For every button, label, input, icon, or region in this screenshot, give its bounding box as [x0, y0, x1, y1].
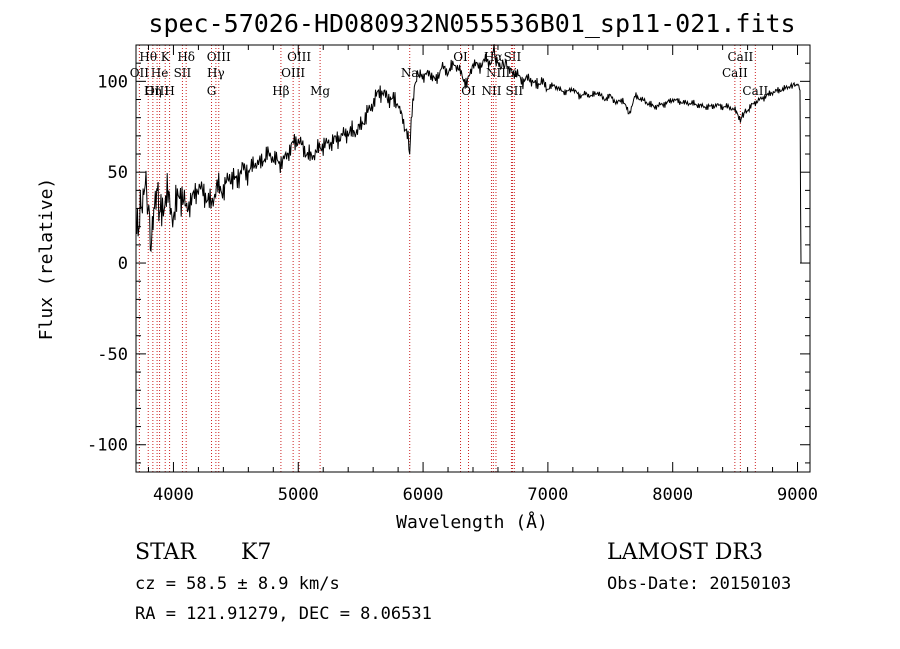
spectral-line-label: OIII [287, 50, 311, 64]
y-tick-label: -50 [97, 345, 128, 365]
spectral-line-label: OII [130, 66, 150, 80]
spectral-line-label: He [151, 66, 169, 80]
coordinates-text: RA = 121.91279, DEC = 8.06531 [135, 604, 432, 624]
spectral-line-label: SII [505, 84, 523, 98]
spectral-line-label: H [164, 84, 174, 98]
spectral-line-label: SII [504, 50, 522, 64]
spectral-line-label: G [207, 84, 217, 98]
x-tick-label: 7000 [527, 485, 568, 505]
spectrum-series-line [135, 44, 802, 264]
plot-frame [135, 44, 811, 473]
y-axis-label: Flux (relative) [36, 178, 57, 341]
spectral-line-label: OI [453, 50, 468, 64]
spectral-line-label: CaII [742, 84, 768, 98]
survey-label: LAMOST DR3 [607, 540, 763, 565]
spectral-line-label: Li [506, 66, 518, 80]
x-tick-label: 6000 [403, 485, 444, 505]
y-tick-label: 100 [97, 72, 128, 92]
spectral-line-label: Hγ [207, 66, 225, 80]
y-tick-label: 0 [118, 254, 128, 274]
chart-title: spec-57026-HD080932N055536B01_sp11-021.f… [148, 9, 795, 38]
obs-date-text: Obs-Date: 20150103 [607, 574, 792, 594]
x-tick-label: 5000 [278, 485, 319, 505]
spectral-line-label: CaII [722, 66, 748, 80]
spectral-line-label: Hδ [177, 50, 195, 64]
y-tick-label: 50 [108, 163, 128, 183]
spectral-line-label: NII [481, 84, 501, 98]
redshift-text: cz = 58.5 ± 8.9 km/s [135, 574, 340, 594]
spectral-line-label: NII [486, 66, 506, 80]
spectral-line-label: OIII [207, 50, 231, 64]
class-label: STAR [135, 540, 196, 565]
spectral-line-label: OIII [281, 66, 305, 80]
x-tick-label: 4000 [153, 485, 194, 505]
spectral-line-label: Mg [310, 84, 330, 98]
y-tick-label: -100 [87, 436, 128, 456]
spectral-line-label: Hβ [272, 84, 289, 98]
subclass-label: K7 [241, 540, 272, 565]
spectral-line-label: Hη [144, 84, 162, 98]
spectral-line-label: OI [461, 84, 476, 98]
spectral-line-label: SII [174, 66, 192, 80]
x-axis-label: Wavelength (Å) [396, 511, 548, 533]
x-tick-label: 8000 [652, 485, 693, 505]
spectral-line-label: K [161, 50, 171, 64]
spectral-line-label: Hθ [139, 50, 157, 64]
spectral-line-label: OIII [145, 84, 169, 98]
x-tick-label: 9000 [777, 485, 818, 505]
spectral-line-label: CaII [727, 50, 753, 64]
spectral-line-label: Na [401, 66, 419, 80]
spectral-line-label: Hα [484, 50, 503, 64]
